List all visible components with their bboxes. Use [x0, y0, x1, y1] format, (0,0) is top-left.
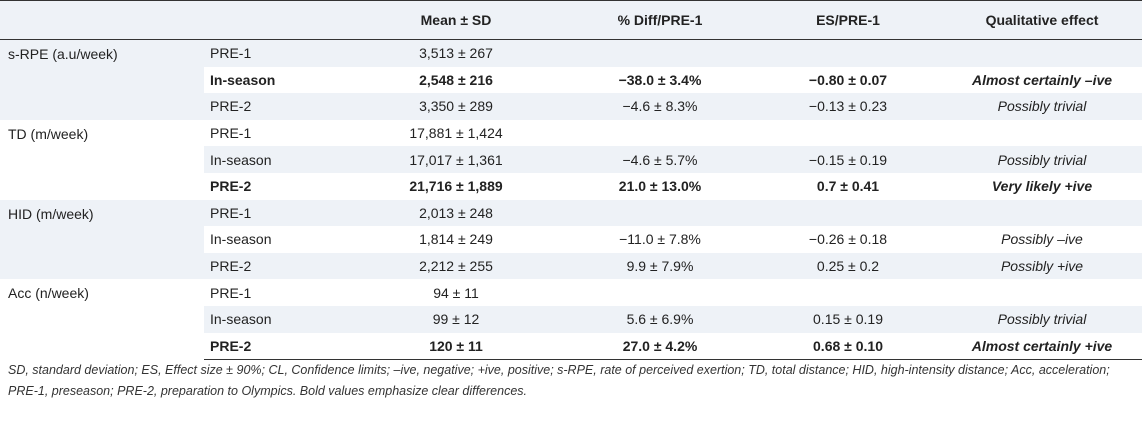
header-period — [204, 0, 346, 40]
variable-cell: TD (m/week) — [0, 119, 204, 200]
es-cell: −0.80 ± 0.07 — [754, 66, 942, 94]
diff-cell — [566, 279, 754, 306]
variable-cell: Acc (n/week) — [0, 279, 204, 360]
period-cell: In-season — [204, 146, 346, 173]
period-cell: In-season — [204, 226, 346, 253]
es-cell — [754, 39, 942, 67]
table-row: PRE-2 3,350 ± 289 −4.6 ± 8.3% −0.13 ± 0.23 P… — [0, 93, 1142, 120]
period-cell: PRE-1 — [204, 199, 346, 227]
table-row: s-RPE (a.u/week) PRE-1 3,513 ± 267 — [0, 39, 1142, 120]
es-cell: 0.68 ± 0.10 — [754, 332, 942, 361]
diff-cell: 5.6 ± 6.9% — [566, 305, 754, 333]
table-row: In-season 1,814 ± 249 −11.0 ± 7.8% −0.26 ± … — [0, 226, 1142, 253]
mean-sd-cell: 94 ± 11 — [346, 279, 566, 306]
table-row: PRE-2 2,212 ± 255 9.9 ± 7.9% 0.25 ± 0.2 Poss… — [0, 252, 1142, 280]
mean-sd-cell: 2,013 ± 248 — [346, 199, 566, 227]
mean-sd-cell: 21,716 ± 1,889 — [346, 172, 566, 200]
table-row: In-season 99 ± 12 5.6 ± 6.9% 0.15 ± 0.19 Pos… — [0, 305, 1142, 333]
qualitative-cell — [942, 39, 1142, 67]
diff-cell — [566, 39, 754, 67]
period-cell: PRE-1 — [204, 279, 346, 306]
header-row: Mean ± SD % Diff/PRE-1 ES/PRE-1 Qualitat… — [0, 0, 1142, 40]
es-cell — [754, 279, 942, 306]
mean-sd-cell: 99 ± 12 — [346, 305, 566, 333]
es-cell — [754, 199, 942, 227]
mean-sd-cell: 1,814 ± 249 — [346, 226, 566, 253]
period-cell: PRE-2 — [204, 332, 346, 361]
header-diff: % Diff/PRE-1 — [566, 0, 754, 40]
qualitative-cell: Very likely +ive — [942, 172, 1142, 200]
mean-sd-cell: 2,548 ± 216 — [346, 66, 566, 94]
diff-cell: −4.6 ± 8.3% — [566, 93, 754, 120]
es-cell: −0.13 ± 0.23 — [754, 93, 942, 120]
header-es: ES/PRE-1 — [754, 0, 942, 40]
diff-cell: −11.0 ± 7.8% — [566, 226, 754, 253]
diff-cell — [566, 119, 754, 147]
mean-sd-cell: 3,513 ± 267 — [346, 39, 566, 67]
mean-sd-cell: 2,212 ± 255 — [346, 252, 566, 280]
es-cell — [754, 119, 942, 147]
header-qualitative: Qualitative effect — [942, 0, 1142, 40]
table-row: TD (m/week) PRE-1 17,881 ± 1,424 — [0, 119, 1142, 200]
qualitative-cell: Possibly trivial — [942, 305, 1142, 333]
qualitative-cell: Possibly –ive — [942, 226, 1142, 253]
diff-cell: 21.0 ± 13.0% — [566, 172, 754, 200]
period-cell: PRE-2 — [204, 252, 346, 280]
results-table: Mean ± SD % Diff/PRE-1 ES/PRE-1 Qualitat… — [0, 0, 1142, 361]
table-row: In-season 2,548 ± 216 −38.0 ± 3.4% −0.80 ± … — [0, 66, 1142, 94]
header-variable — [0, 0, 204, 40]
period-cell: PRE-2 — [204, 93, 346, 120]
period-cell: In-season — [204, 305, 346, 333]
qualitative-cell: Possibly +ive — [942, 252, 1142, 280]
header-mean-sd: Mean ± SD — [346, 0, 566, 40]
period-cell: PRE-1 — [204, 119, 346, 147]
qualitative-cell — [942, 279, 1142, 306]
table-row: Acc (n/week) PRE-1 94 ± 11 — [0, 279, 1142, 360]
mean-sd-cell: 3,350 ± 289 — [346, 93, 566, 120]
diff-cell: −38.0 ± 3.4% — [566, 66, 754, 94]
es-cell: 0.25 ± 0.2 — [754, 252, 942, 280]
qualitative-cell: Almost certainly –ive — [942, 66, 1142, 94]
qualitative-cell — [942, 119, 1142, 147]
es-cell: −0.15 ± 0.19 — [754, 146, 942, 173]
table-row: PRE-2 120 ± 11 27.0 ± 4.2% 0.68 ± 0.10 Almos… — [0, 332, 1142, 361]
qualitative-cell — [942, 199, 1142, 227]
table-row: HID (m/week) PRE-1 2,013 ± 248 — [0, 199, 1142, 280]
period-cell: PRE-2 — [204, 172, 346, 200]
period-cell: In-season — [204, 66, 346, 94]
table-header: Mean ± SD % Diff/PRE-1 ES/PRE-1 Qualitat… — [0, 0, 1142, 40]
es-cell: 0.7 ± 0.41 — [754, 172, 942, 200]
period-cell: PRE-1 — [204, 39, 346, 67]
variable-cell: HID (m/week) — [0, 199, 204, 280]
qualitative-cell: Almost certainly +ive — [942, 332, 1142, 361]
table-body: s-RPE (a.u/week) PRE-1 3,513 ± 267 In-seaso… — [0, 39, 1142, 361]
diff-cell — [566, 199, 754, 227]
qualitative-cell: Possibly trivial — [942, 146, 1142, 173]
table-row: In-season 17,017 ± 1,361 −4.6 ± 5.7% −0.15 … — [0, 146, 1142, 173]
variable-cell: s-RPE (a.u/week) — [0, 39, 204, 120]
es-cell: 0.15 ± 0.19 — [754, 305, 942, 333]
diff-cell: −4.6 ± 5.7% — [566, 146, 754, 173]
diff-cell: 27.0 ± 4.2% — [566, 332, 754, 361]
mean-sd-cell: 17,017 ± 1,361 — [346, 146, 566, 173]
mean-sd-cell: 120 ± 11 — [346, 332, 566, 361]
es-cell: −0.26 ± 0.18 — [754, 226, 942, 253]
mean-sd-cell: 17,881 ± 1,424 — [346, 119, 566, 147]
table-row: PRE-2 21,716 ± 1,889 21.0 ± 13.0% 0.7 ± 0.4… — [0, 172, 1142, 200]
table-footnote: SD, standard deviation; ES, Effect size … — [8, 363, 1110, 398]
qualitative-cell: Possibly trivial — [942, 93, 1142, 120]
diff-cell: 9.9 ± 7.9% — [566, 252, 754, 280]
